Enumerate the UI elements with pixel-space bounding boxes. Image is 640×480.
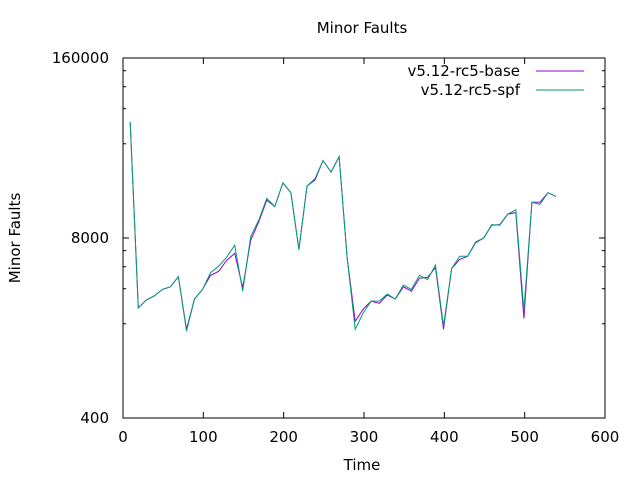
y-axis-label: Minor Faults <box>6 193 24 284</box>
legend-label: v5.12-rc5-base <box>408 62 521 80</box>
x-tick-label: 500 <box>510 428 539 446</box>
x-tick-label: 300 <box>350 428 379 446</box>
plot-area-frame <box>122 57 606 419</box>
axis-ticks <box>122 57 606 419</box>
series-line-2 <box>129 122 557 332</box>
series-lines <box>129 122 557 332</box>
series-line-1 <box>129 122 557 330</box>
x-axis-label: Time <box>343 456 381 474</box>
legend-label: v5.12-rc5-spf <box>421 81 521 99</box>
axis-tick-labels: 0 100 200 300 400 500 600 400 8000 160000 <box>52 49 620 446</box>
y-tick-label: 160000 <box>52 49 109 67</box>
y-tick-label: 8000 <box>71 229 109 247</box>
x-tick-label: 0 <box>118 428 128 446</box>
x-tick-label: 100 <box>189 428 218 446</box>
x-tick-label: 400 <box>430 428 459 446</box>
chart-title: Minor Faults <box>317 19 408 37</box>
x-tick-label: 200 <box>269 428 298 446</box>
x-tick-label: 600 <box>591 428 620 446</box>
y-tick-label: 400 <box>80 409 109 427</box>
